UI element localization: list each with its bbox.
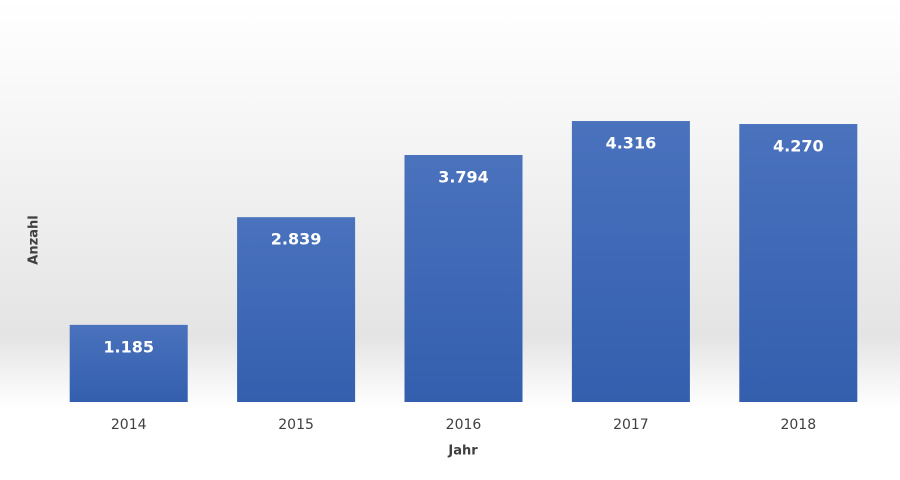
x-tick-label: 2018	[780, 417, 816, 433]
x-tick-label: 2015	[278, 417, 314, 433]
bar	[404, 155, 523, 402]
bar	[237, 217, 356, 402]
value-label: 1.185	[103, 337, 154, 356]
bar	[571, 121, 690, 403]
bar	[69, 324, 188, 402]
value-label: 4.316	[606, 134, 657, 153]
x-tick-label: 2017	[613, 417, 649, 433]
value-label: 2.839	[271, 230, 322, 249]
y-axis-title: Anzahl	[27, 215, 42, 264]
bar	[739, 124, 858, 402]
x-axis-title: Jahr	[447, 444, 478, 459]
x-tick-label: 2016	[446, 417, 482, 433]
value-label: 4.270	[773, 137, 824, 156]
value-label: 3.794	[438, 168, 489, 187]
x-tick-label: 2014	[111, 417, 147, 433]
